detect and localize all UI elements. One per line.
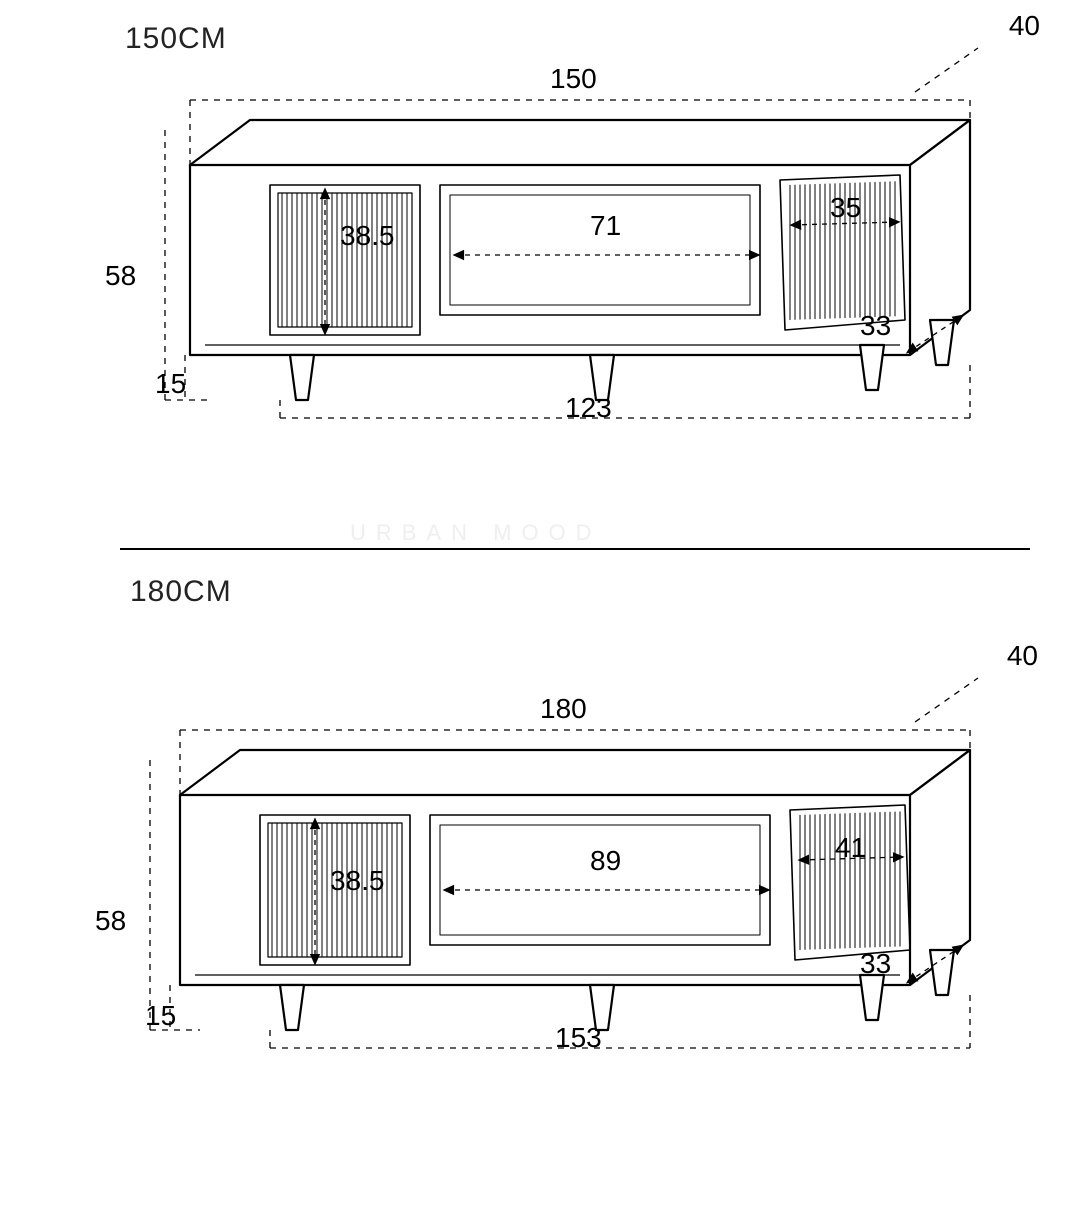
watermark: URBAN MOOD [350,520,602,546]
unit-b-title: 180CM [130,575,232,609]
unit-a-drawing [110,0,1070,470]
dimension-sheet: 150CM 180CM URBAN MOOD 40 40 150 58 15 3… [0,0,1080,1214]
unit-b-drawing [110,610,1070,1170]
section-divider [120,548,1030,550]
